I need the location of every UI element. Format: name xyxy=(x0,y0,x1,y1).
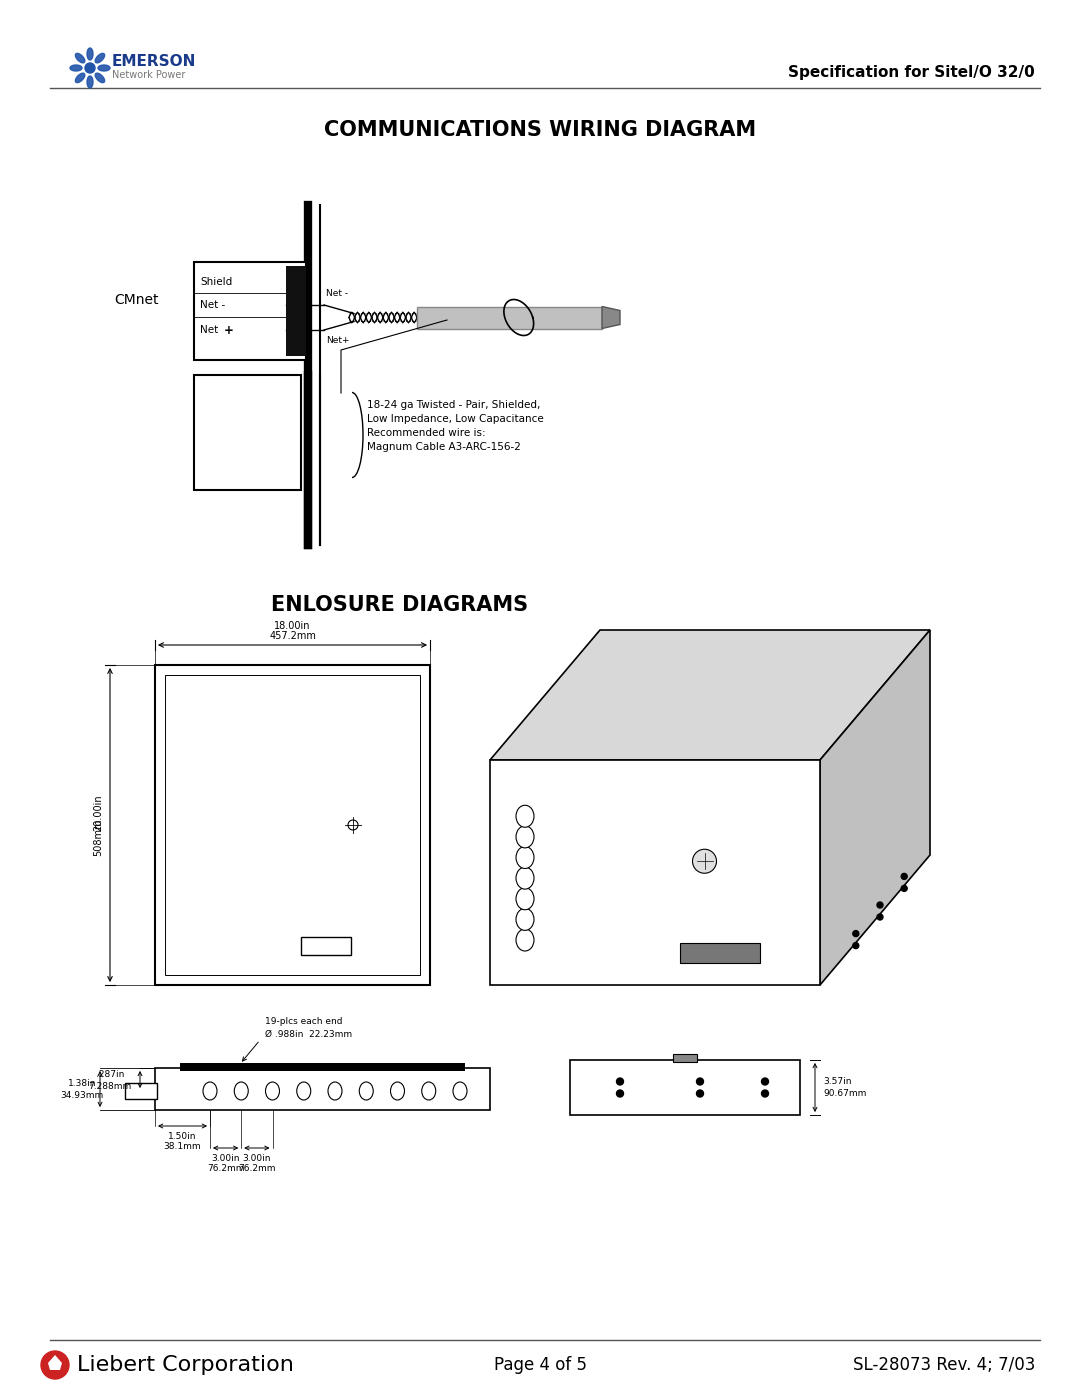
Text: 1.50in: 1.50in xyxy=(167,1132,197,1141)
Ellipse shape xyxy=(87,47,93,60)
Text: 457.2mm: 457.2mm xyxy=(269,631,316,641)
Bar xyxy=(417,306,602,328)
Ellipse shape xyxy=(360,1083,374,1099)
Bar xyxy=(156,665,430,985)
Polygon shape xyxy=(490,760,820,985)
Text: Net -: Net - xyxy=(326,289,348,298)
Bar xyxy=(194,374,301,490)
Text: .287in: .287in xyxy=(96,1070,124,1078)
Polygon shape xyxy=(602,306,620,328)
Text: Network Power: Network Power xyxy=(112,70,186,80)
Ellipse shape xyxy=(516,805,534,827)
Circle shape xyxy=(348,820,357,830)
Text: 38.1mm: 38.1mm xyxy=(163,1141,201,1151)
Circle shape xyxy=(901,873,907,879)
Circle shape xyxy=(697,1090,703,1097)
Bar xyxy=(180,1063,465,1071)
Circle shape xyxy=(617,1090,623,1097)
Ellipse shape xyxy=(516,826,534,848)
Text: Net -: Net - xyxy=(200,300,226,310)
Text: 3.00in: 3.00in xyxy=(243,1154,271,1162)
Polygon shape xyxy=(490,630,930,760)
Ellipse shape xyxy=(234,1083,248,1099)
Bar xyxy=(286,265,306,356)
Ellipse shape xyxy=(516,908,534,930)
Text: Liebert Corporation: Liebert Corporation xyxy=(77,1355,294,1375)
Circle shape xyxy=(697,1078,703,1085)
Ellipse shape xyxy=(328,1083,342,1099)
Bar xyxy=(125,1083,157,1099)
Text: Ø .988in  22.23mm: Ø .988in 22.23mm xyxy=(265,1030,352,1038)
Text: +: + xyxy=(224,324,234,337)
Ellipse shape xyxy=(453,1083,467,1099)
Text: Net: Net xyxy=(200,326,221,335)
Text: COMMUNICATIONS WIRING DIAGRAM: COMMUNICATIONS WIRING DIAGRAM xyxy=(324,120,756,140)
Text: SL-28073 Rev. 4; 7/03: SL-28073 Rev. 4; 7/03 xyxy=(852,1356,1035,1375)
Text: 18.00in: 18.00in xyxy=(274,622,311,631)
Circle shape xyxy=(692,849,716,873)
Bar xyxy=(194,263,306,360)
Circle shape xyxy=(853,943,859,949)
Ellipse shape xyxy=(516,887,534,909)
Text: Magnum Cable A3-ARC-156-2: Magnum Cable A3-ARC-156-2 xyxy=(367,441,521,453)
Text: 90.67mm: 90.67mm xyxy=(823,1090,866,1098)
Text: 3.00in: 3.00in xyxy=(212,1154,240,1162)
Circle shape xyxy=(853,930,859,936)
Bar xyxy=(680,943,760,963)
Ellipse shape xyxy=(516,847,534,869)
Circle shape xyxy=(877,902,883,908)
Circle shape xyxy=(877,914,883,921)
Circle shape xyxy=(41,1351,69,1379)
Text: 20.00in: 20.00in xyxy=(93,795,103,831)
Circle shape xyxy=(85,63,95,73)
Bar xyxy=(673,1053,697,1062)
Bar xyxy=(156,1067,490,1111)
Bar xyxy=(570,1060,800,1115)
Ellipse shape xyxy=(95,53,105,63)
Ellipse shape xyxy=(70,66,82,71)
Text: 18-24 ga Twisted - Pair, Shielded,: 18-24 ga Twisted - Pair, Shielded, xyxy=(367,400,540,409)
Bar xyxy=(300,937,351,956)
Ellipse shape xyxy=(98,66,110,71)
Circle shape xyxy=(761,1090,769,1097)
Bar xyxy=(165,675,420,975)
Text: Specification for Sitel/O 32/0: Specification for Sitel/O 32/0 xyxy=(788,64,1035,80)
Ellipse shape xyxy=(87,75,93,88)
Ellipse shape xyxy=(95,73,105,82)
Ellipse shape xyxy=(76,73,85,82)
Text: Shield: Shield xyxy=(200,277,232,286)
Text: 508mm: 508mm xyxy=(93,819,103,856)
Circle shape xyxy=(901,886,907,891)
Text: Page 4 of 5: Page 4 of 5 xyxy=(494,1356,586,1375)
Ellipse shape xyxy=(422,1083,435,1099)
Text: CMnet: CMnet xyxy=(114,293,159,307)
Text: 76.2mm: 76.2mm xyxy=(238,1164,275,1173)
Circle shape xyxy=(617,1078,623,1085)
Ellipse shape xyxy=(266,1083,280,1099)
Ellipse shape xyxy=(516,929,534,951)
Text: 76.2mm: 76.2mm xyxy=(207,1164,244,1173)
Ellipse shape xyxy=(76,53,85,63)
Text: 19-plcs each end: 19-plcs each end xyxy=(265,1017,342,1027)
Circle shape xyxy=(761,1078,769,1085)
Text: ENLOSURE DIAGRAMS: ENLOSURE DIAGRAMS xyxy=(271,595,528,615)
Ellipse shape xyxy=(516,868,534,888)
Text: 3.57in: 3.57in xyxy=(823,1077,851,1085)
Text: Net+: Net+ xyxy=(326,337,350,345)
Text: Recommended wire is:: Recommended wire is: xyxy=(367,427,486,439)
Text: 1.38in: 1.38in xyxy=(68,1080,96,1088)
Polygon shape xyxy=(820,630,930,985)
Ellipse shape xyxy=(391,1083,405,1099)
Text: EMERSON: EMERSON xyxy=(112,54,197,70)
Text: 34.93mm: 34.93mm xyxy=(60,1091,104,1101)
Ellipse shape xyxy=(297,1083,311,1099)
Ellipse shape xyxy=(203,1083,217,1099)
Text: Low Impedance, Low Capacitance: Low Impedance, Low Capacitance xyxy=(367,414,543,425)
Polygon shape xyxy=(48,1355,62,1370)
Text: 7.288mm: 7.288mm xyxy=(89,1083,132,1091)
